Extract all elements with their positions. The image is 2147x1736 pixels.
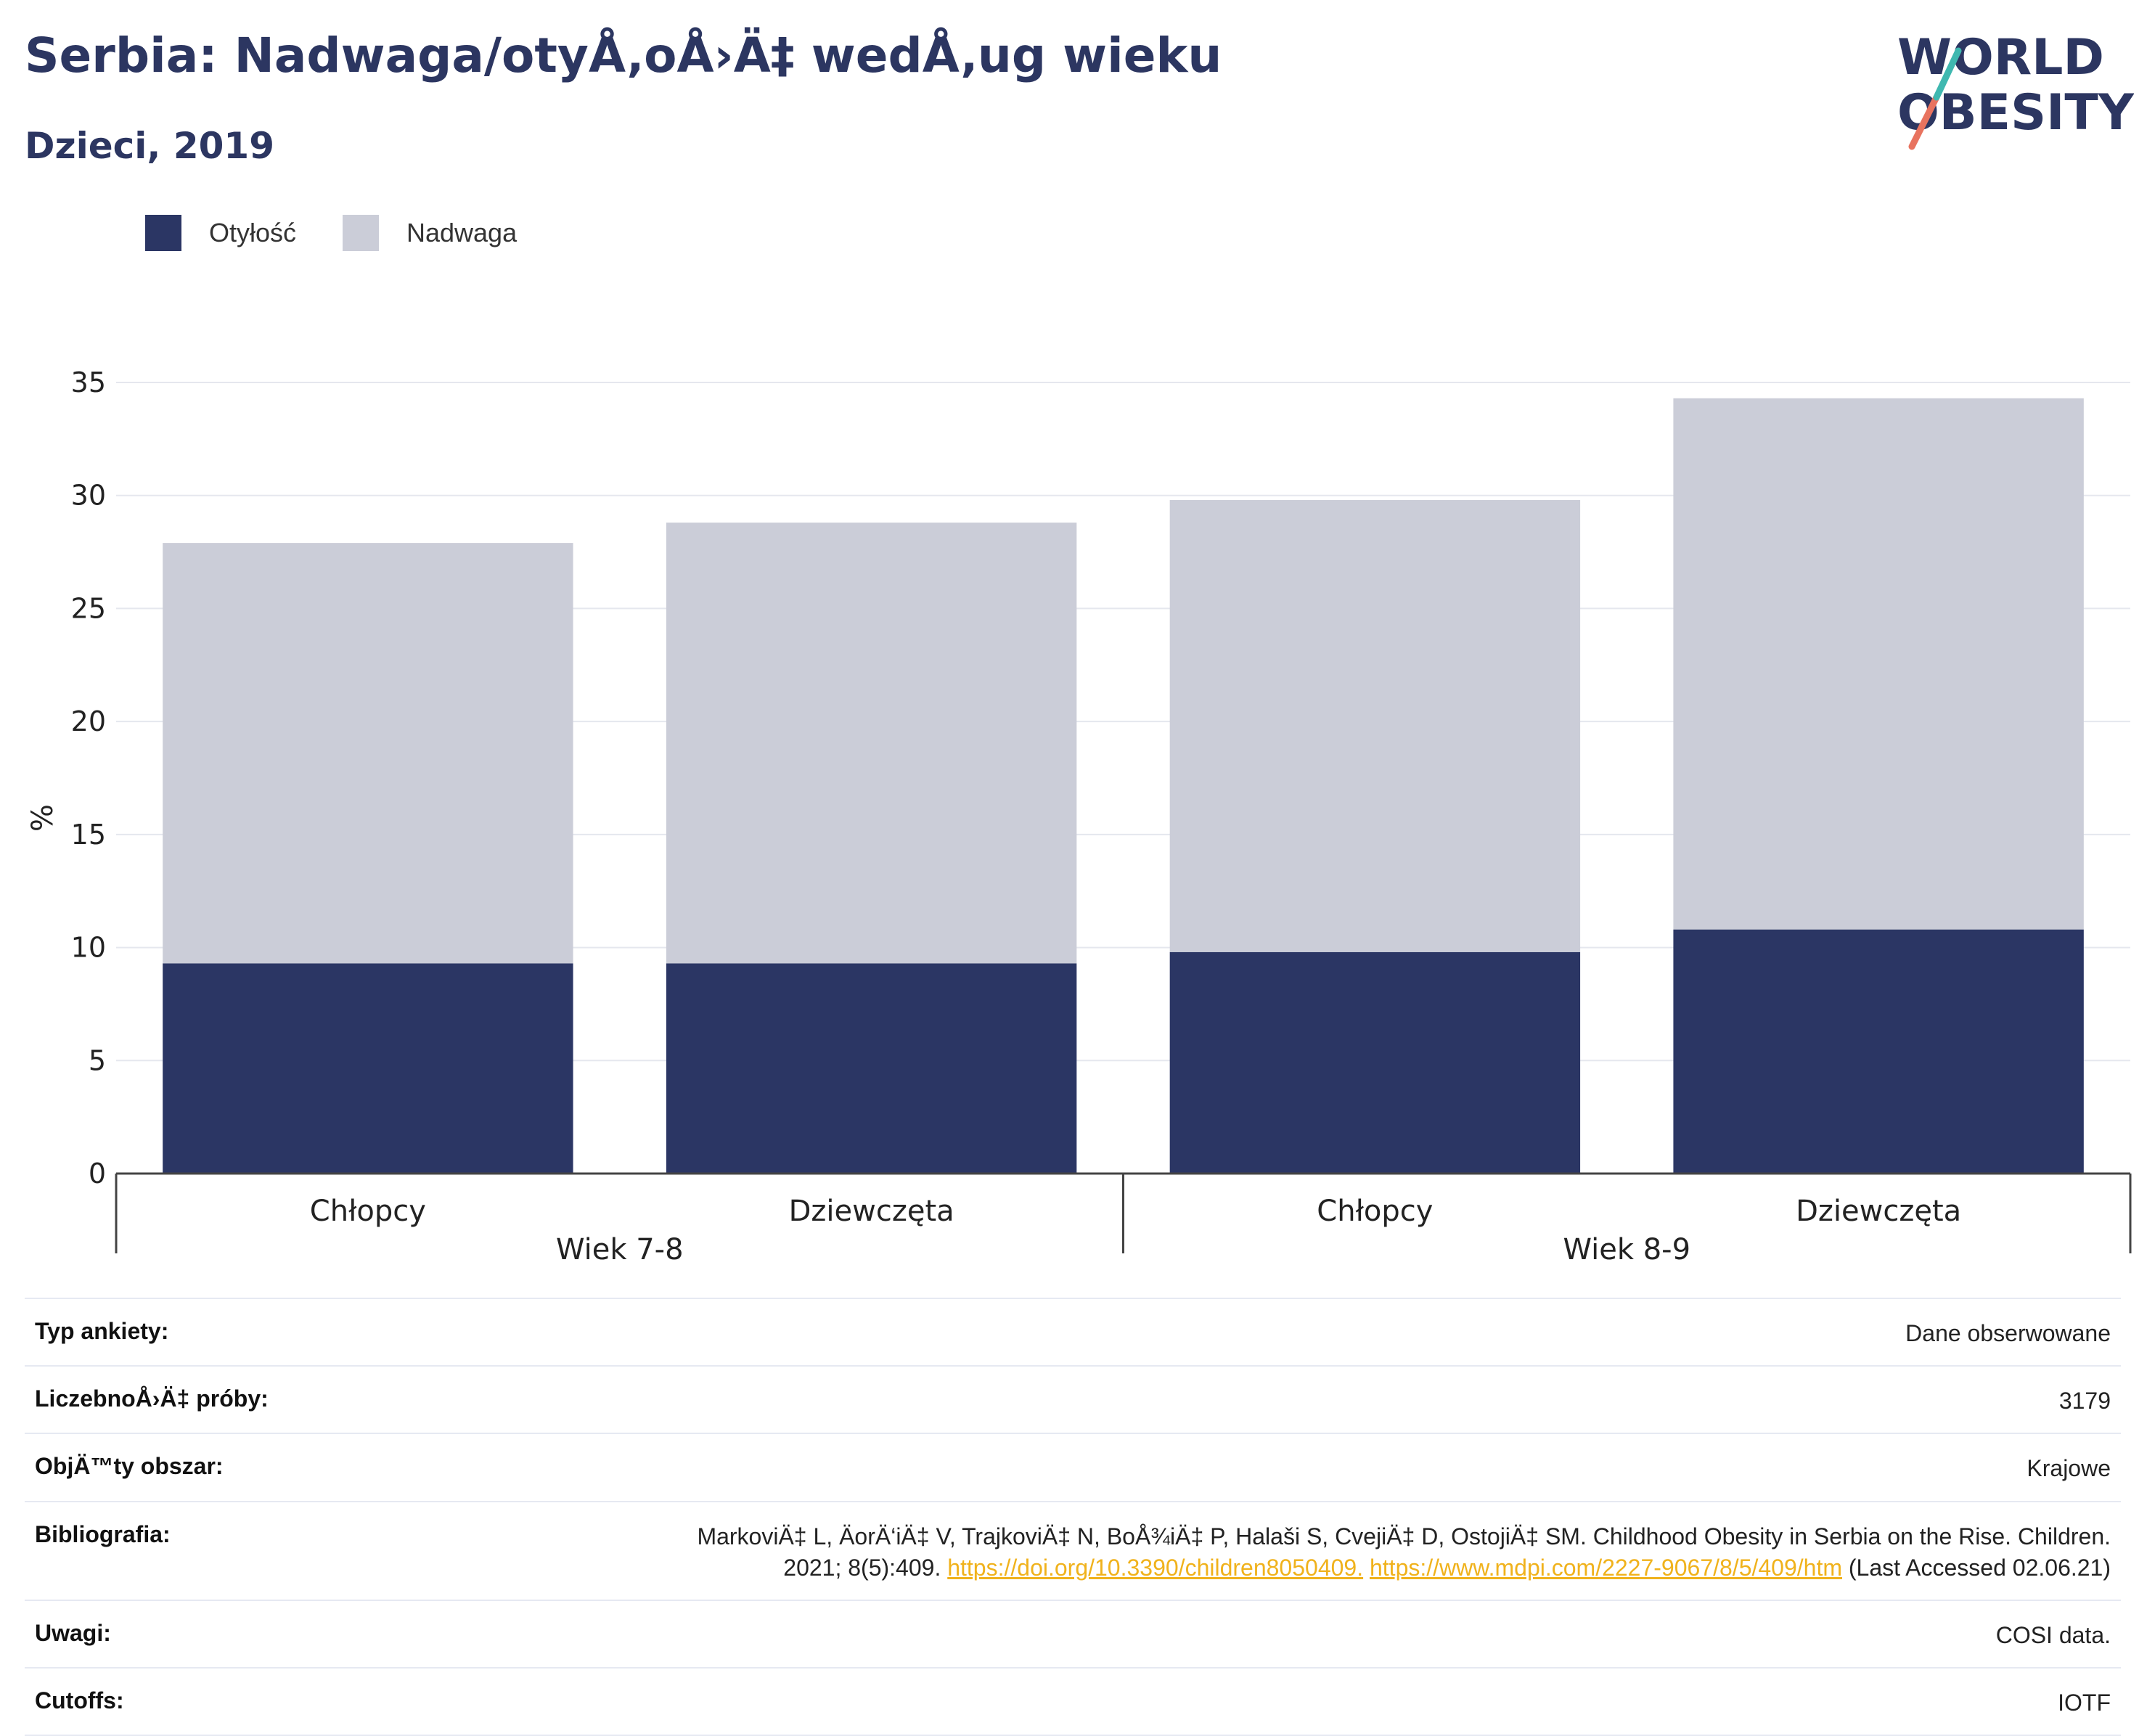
x-group-label: Wiek 7-8 [556,1233,684,1266]
doi-link[interactable]: https://doi.org/10.3390/children8050409. [947,1554,1364,1581]
stacked-bar-chart: 0 5 10 15 20 25 30 35% Chłopcy Dziewczęta Chłopcy D… [26,367,2132,1266]
bibliography-line1: MarkoviÄ‡ L, ÄorÄ‘iÄ‡ V, TrajkoviÄ‡ N, B… [697,1523,2111,1549]
y-tick-label: 25 [71,592,106,624]
meta-row-sample-size: LiczebnoÅ›Ä‡ próby: 3179 [25,1365,2121,1433]
logo-slash-coral [1908,94,1940,150]
legend-swatch-obesity [145,215,181,251]
meta-value: Dane obserwowane [1905,1320,2111,1346]
legend-item-obesity[interactable]: Otyłość [145,215,296,251]
y-tick-label: 0 [89,1158,106,1190]
y-tick-label: 10 [71,932,106,964]
y-tick-label: 5 [89,1044,106,1076]
meta-row-notes: Uwagi: COSI data. [25,1599,2121,1667]
meta-value: COSI data. [1995,1621,2111,1648]
meta-row-cutoffs: Cutoffs: IOTF [25,1667,2121,1736]
meta-value-bibliography: MarkoviÄ‡ L, ÄorÄ‘iÄ‡ V, TrajkoviÄ‡ N, B… [697,1521,2111,1584]
meta-key: Bibliografia: [35,1520,171,1547]
y-tick-label: 20 [71,705,106,737]
meta-key: Typ ankiety: [35,1318,169,1344]
legend-label-obesity: Otyłość [209,218,297,247]
chart-subtitle: Dzieci, 2019 [25,125,274,167]
mdpi-link[interactable]: https://www.mdpi.com/2227-9067/8/5/409/h… [1369,1554,1842,1581]
bar-obesity-4 [1673,929,2084,1174]
bar-overweight-2 [666,523,1077,964]
meta-key: Cutoffs: [35,1687,124,1714]
bar-obesity-1 [163,963,573,1174]
bibliography-pre: 2021; 8(5):409. [783,1554,941,1581]
meta-row-area: ObjÄ™ty obszar: Krajowe [25,1433,2121,1500]
metadata-table: Typ ankiety: Dane obserwowane LiczebnoÅ›… [25,1298,2121,1736]
meta-key: Uwagi: [35,1619,111,1646]
bar-overweight-3 [1169,499,1581,952]
legend-label-overweight: Nadwaga [406,218,518,247]
y-tick-label: 35 [71,367,106,398]
legend-item-overweight[interactable]: Nadwaga [343,215,517,251]
x-category-label: Chłopcy [310,1195,426,1228]
meta-value: Krajowe [2027,1455,2111,1482]
y-tick-label: 30 [71,480,106,512]
x-category-label: Dziewczęta [1796,1195,1961,1228]
legend-swatch-overweight [343,215,379,251]
x-group-label: Wiek 8-9 [1563,1233,1690,1266]
meta-key: LiczebnoÅ›Ä‡ próby: [35,1385,269,1412]
bar-overweight-4 [1673,398,2084,930]
x-category-label: Dziewczęta [789,1195,954,1228]
world-obesity-logo: WORLD OBESITY [1897,29,2134,150]
meta-value: IOTF [2058,1690,2111,1716]
logo-line2: OBESITY [1897,84,2134,142]
bibliography-post: (Last Accessed 02.06.21) [1848,1554,2111,1581]
bar-overweight-1 [163,543,573,964]
logo-line1: WORLD [1897,29,2104,86]
bar-obesity-3 [1169,951,1581,1174]
x-category-label: Chłopcy [1317,1195,1433,1228]
y-axis-label: % [26,804,60,832]
chart-title: Serbia: Nadwaga/otyÅ‚oÅ›Ä‡ wedÅ‚ug wieku [25,28,1222,83]
meta-row-survey-type: Typ ankiety: Dane obserwowane [25,1298,2121,1365]
meta-key: ObjÄ™ty obszar: [35,1453,224,1480]
meta-value: 3179 [2058,1388,2111,1414]
logo-slash-teal [1933,47,1962,101]
bar-obesity-2 [666,963,1077,1174]
y-tick-label: 15 [71,819,106,851]
meta-row-bibliography: Bibliografia: MarkoviÄ‡ L, ÄorÄ‘iÄ‡ V, T… [25,1500,2121,1600]
